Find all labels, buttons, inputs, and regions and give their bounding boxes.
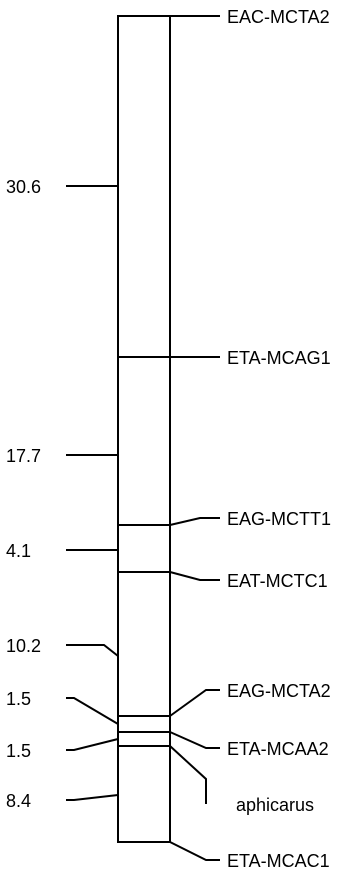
- distance-label-1: 30.6: [6, 177, 41, 197]
- distance-connector-7: [66, 794, 119, 801]
- distance-label-3: 4.1: [6, 541, 31, 561]
- marker-label-2: ETA-MCAG1: [227, 348, 331, 368]
- distance-label-2: 17.7: [6, 446, 41, 466]
- marker-connector-7: [169, 745, 207, 804]
- marker-label-7: aphicarus: [236, 795, 314, 815]
- marker-connector-6: [169, 731, 220, 749]
- marker-connector-4: [169, 571, 220, 581]
- marker-label-1: EAC-MCTA2: [227, 7, 330, 27]
- marker-connector-8: [169, 841, 220, 861]
- chromosome-bar: [117, 15, 171, 843]
- marker-label-5: EAG-MCTA2: [227, 681, 331, 701]
- marker-labels: EAC-MCTA2 ETA-MCAG1 EAG-MCTT1 EAT-MCTC1 …: [227, 7, 331, 871]
- marker-label-6: ETA-MCAA2: [227, 739, 329, 759]
- distance-connector-4: [66, 644, 119, 657]
- distance-label-5: 1.5: [6, 689, 31, 709]
- marker-label-3: EAG-MCTT1: [227, 509, 331, 529]
- distance-connector-5: [66, 697, 119, 725]
- distance-connector-6: [66, 738, 119, 751]
- distance-labels: 30.6 17.7 4.1 10.2 1.5 1.5 8.4: [6, 177, 41, 811]
- marker-label-4: EAT-MCTC1: [227, 571, 328, 591]
- distance-label-4: 10.2: [6, 636, 41, 656]
- distance-label-7: 8.4: [6, 791, 31, 811]
- marker-label-8: ETA-MCAC1: [227, 851, 330, 871]
- distance-label-6: 1.5: [6, 741, 31, 761]
- chromosome-outline: [117, 15, 171, 843]
- marker-connector-5: [169, 689, 220, 717]
- marker-connector-3: [169, 517, 220, 526]
